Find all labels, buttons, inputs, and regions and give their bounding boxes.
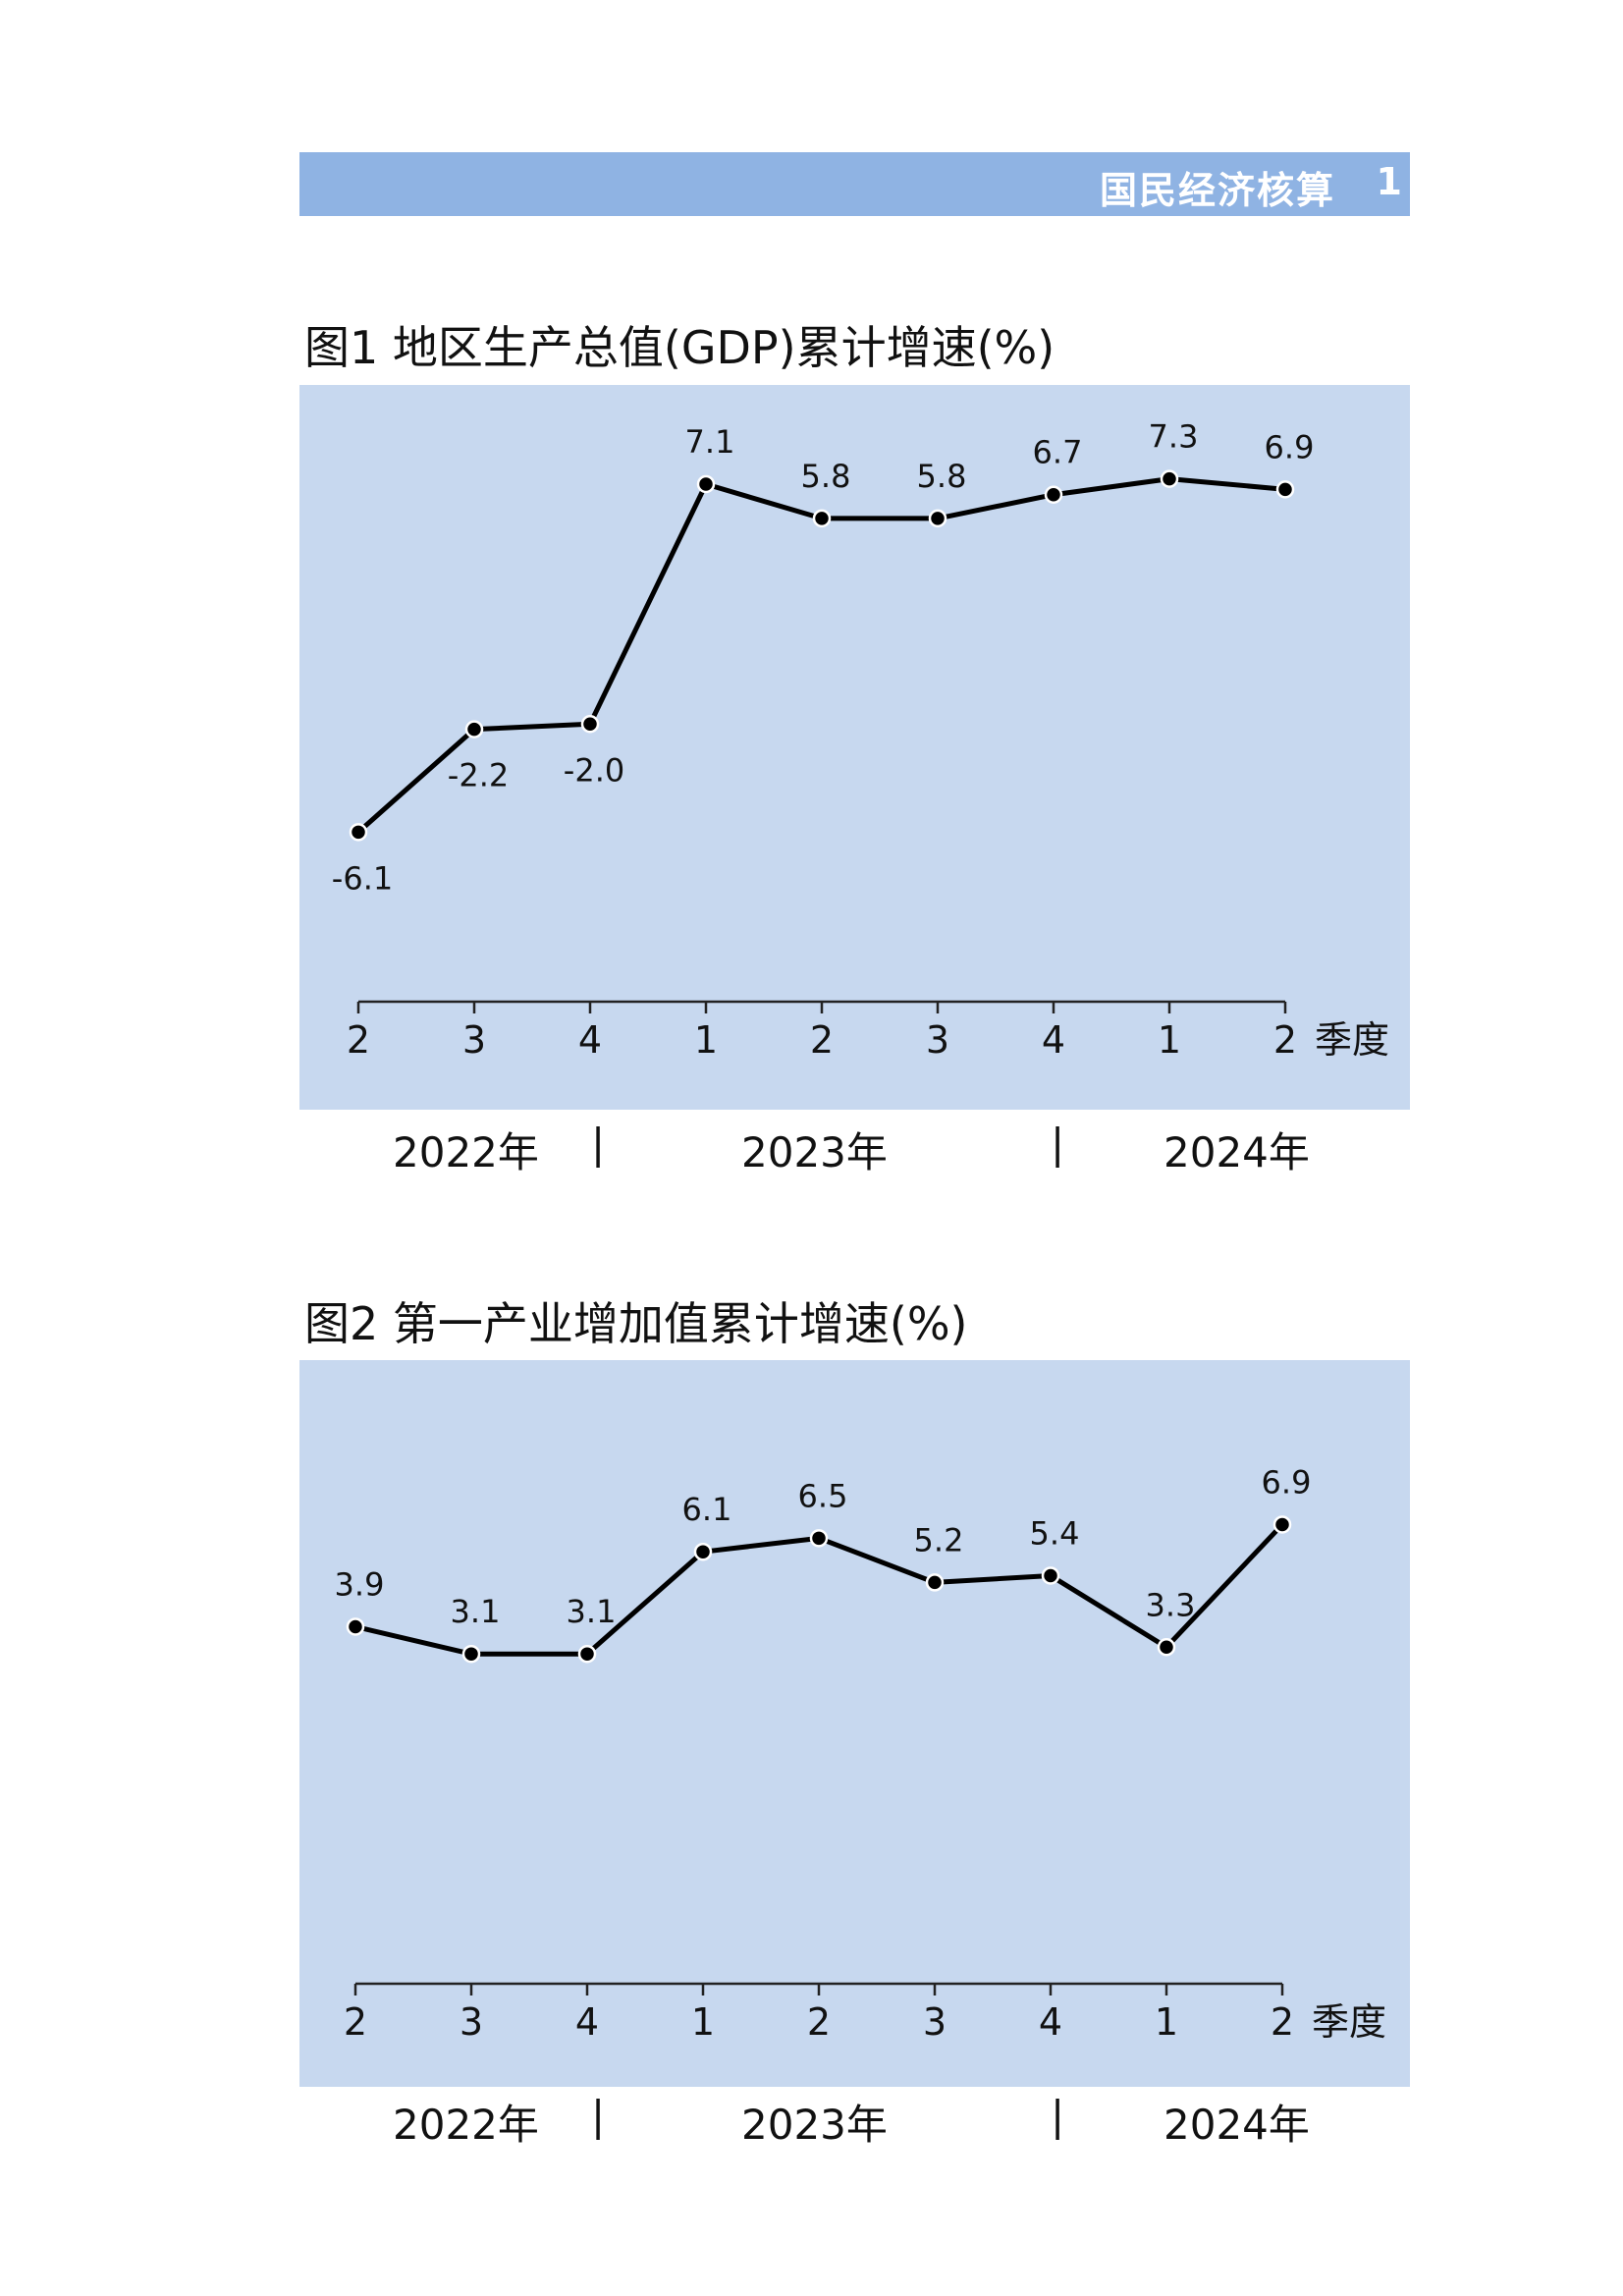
data-label: -6.1 (332, 859, 393, 897)
data-label: 6.1 (682, 1491, 732, 1528)
year-separator: | (1051, 1120, 1065, 1168)
year-separator: | (1051, 2092, 1065, 2140)
data-point (809, 1529, 829, 1548)
data-point (577, 1644, 597, 1664)
year-label-2024: 2024年 (1163, 1128, 1310, 1176)
data-label: 5.2 (914, 1521, 964, 1558)
x-tick-label: 3 (926, 1018, 949, 1062)
x-tick-label: 3 (923, 2000, 947, 2044)
x-axis-unit-label: 季度 (1315, 1018, 1389, 1062)
data-label: 6.9 (1262, 1463, 1312, 1501)
data-point (696, 474, 716, 494)
year-separator: | (591, 1120, 606, 1168)
figure-1-panel: 2 3 4 1 2 3 4 1 2 季度 -6.1 -2.2 -2.0 7.1 5.8 5.8 6.7 7.3 6.… (299, 385, 1410, 1110)
data-label: 5.4 (1030, 1514, 1080, 1552)
data-point (925, 1573, 945, 1592)
x-tick-label: 4 (1042, 1018, 1065, 1062)
x-tick-label: 1 (694, 1018, 718, 1062)
data-point (812, 509, 832, 528)
data-label: 6.7 (1033, 434, 1083, 471)
data-point (928, 509, 947, 528)
figure-2-chart: 2 3 4 1 2 3 4 1 2 季度 3.9 3.1 3.1 6.1 6.5 5.2 5.4 3.3 6.9 (335, 1463, 1386, 2044)
year-label-2023: 2023年 (741, 2101, 888, 2149)
year-label-2024: 2024年 (1163, 2101, 1310, 2149)
x-axis-unit-label: 季度 (1312, 2000, 1386, 2044)
data-point (1044, 485, 1063, 504)
x-tick-label: 2 (807, 2000, 831, 2044)
data-label: 5.8 (801, 458, 851, 495)
data-label: 3.3 (1146, 1586, 1196, 1623)
x-tick-label: 2 (1273, 1018, 1297, 1062)
data-label: 7.1 (685, 423, 735, 461)
x-tick-label: 3 (460, 2000, 483, 2044)
x-tick-label: 4 (1039, 2000, 1062, 2044)
data-point (1041, 1566, 1060, 1585)
figure-2-panel: 2 3 4 1 2 3 4 1 2 季度 3.9 3.1 3.1 6.1 6.5 5.2 5.4 3.3 6.9 (299, 1360, 1410, 2087)
data-label: 3.1 (567, 1593, 617, 1630)
figure-2-title: 图2 第一产业增加值累计增速(%) (304, 1297, 968, 1350)
year-separator: | (591, 2092, 606, 2140)
data-label: -2.2 (448, 757, 509, 794)
data-label: 6.5 (798, 1477, 848, 1514)
x-tick-label: 2 (810, 1018, 834, 1062)
x-tick-label: 1 (1158, 1018, 1181, 1062)
data-label: 6.9 (1265, 428, 1315, 465)
data-point (346, 1617, 365, 1636)
x-tick-label: 3 (462, 1018, 486, 1062)
data-label: -2.0 (564, 751, 624, 789)
figure-2-year-row: 2022年 | 2023年 | 2024年 (299, 2092, 1410, 2151)
data-point (1157, 1638, 1176, 1657)
data-point (1275, 480, 1295, 499)
figure-1-year-row: 2022年 | 2023年 | 2024年 (299, 1120, 1410, 1178)
data-point (464, 720, 484, 738)
data-point (461, 1644, 481, 1664)
data-point (1160, 469, 1179, 488)
x-tick-label: 1 (691, 2000, 715, 2044)
year-label-2023: 2023年 (741, 1128, 888, 1176)
figure-1-chart: 2 3 4 1 2 3 4 1 2 季度 -6.1 -2.2 -2.0 7.1 5.8 5.8 6.7 7.3 6.… (332, 418, 1389, 1062)
data-label: 3.1 (451, 1593, 501, 1630)
x-tick-label: 2 (347, 1018, 370, 1062)
x-tick-label: 4 (575, 2000, 599, 2044)
page-number: 1 (1376, 160, 1402, 203)
data-label: 3.9 (335, 1565, 385, 1603)
header-bar: 国民经济核算 1 (299, 152, 1410, 216)
data-point (580, 715, 600, 734)
data-label: 7.3 (1149, 418, 1199, 456)
data-point (693, 1542, 713, 1561)
data-point (349, 823, 368, 842)
header-title: 国民经济核算 (1099, 169, 1335, 212)
x-tick-label: 1 (1155, 2000, 1178, 2044)
x-tick-label: 2 (1271, 2000, 1294, 2044)
year-label-2022: 2022年 (393, 2101, 539, 2149)
figure-1-title: 图1 地区生产总值(GDP)累计增速(%) (304, 321, 1055, 374)
data-point (1272, 1515, 1292, 1534)
year-label-2022: 2022年 (393, 1128, 539, 1176)
data-label: 5.8 (917, 458, 967, 495)
x-tick-label: 2 (344, 2000, 367, 2044)
x-tick-label: 4 (578, 1018, 602, 1062)
